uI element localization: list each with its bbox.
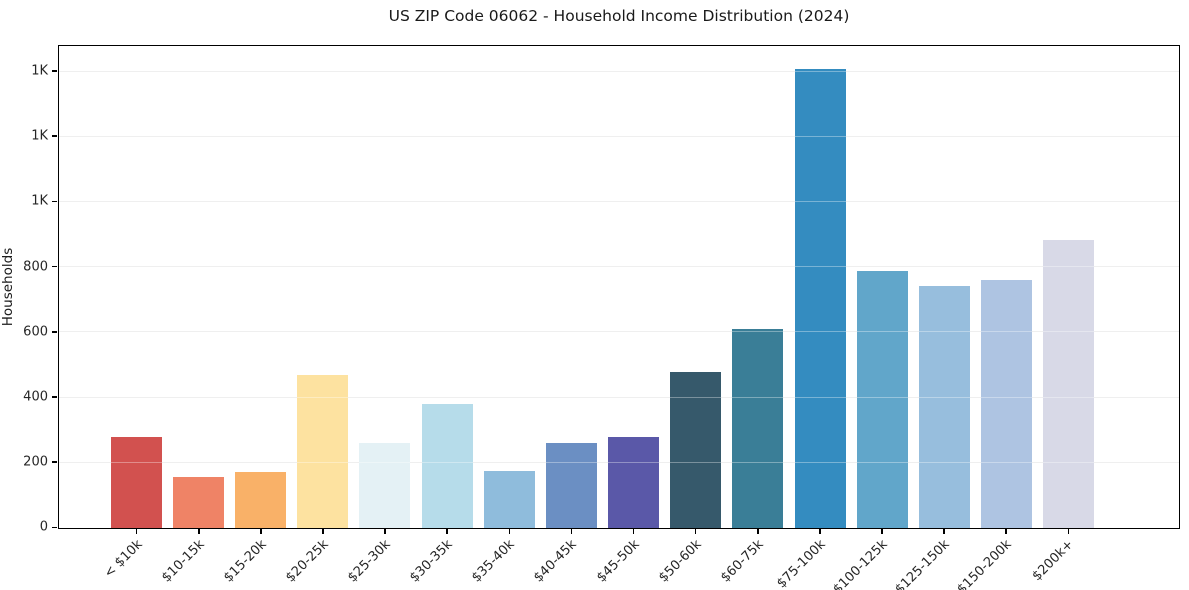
y-axis-label: Households bbox=[0, 247, 16, 327]
bar-20-25k bbox=[297, 375, 349, 528]
bar-slot-7 bbox=[478, 46, 540, 528]
bar-30-35k bbox=[421, 403, 473, 528]
grid-line-front bbox=[59, 70, 1179, 72]
bar-slot-10 bbox=[665, 46, 727, 528]
y-tick-label: 1K bbox=[31, 128, 48, 144]
bar-25-30k bbox=[359, 443, 411, 528]
y-tick-label: 400 bbox=[23, 389, 48, 405]
x-tick-label: $125-150k bbox=[892, 537, 953, 590]
x-tick-mark bbox=[632, 529, 635, 534]
grid-line bbox=[59, 70, 1179, 72]
grid-line-front bbox=[59, 266, 1179, 268]
bar-100-125k bbox=[856, 271, 908, 528]
x-tick-mark bbox=[135, 529, 138, 534]
bar-slot-12 bbox=[789, 46, 851, 528]
bar-slot-5 bbox=[354, 46, 416, 528]
x-tick-mark bbox=[570, 529, 573, 534]
y-tick-label: 1K bbox=[31, 193, 48, 209]
x-tick-mark bbox=[446, 529, 448, 534]
y-tick-mark bbox=[51, 396, 57, 398]
x-tick-mark bbox=[819, 529, 821, 534]
bar-150-200k bbox=[981, 279, 1033, 528]
grid-line-front bbox=[59, 461, 1179, 463]
x-tick-label: $40-45k bbox=[531, 537, 581, 586]
x-tick-label: < $10k bbox=[101, 537, 146, 582]
x-tick-label: $35-40k bbox=[469, 537, 518, 586]
y-tick-mark bbox=[51, 331, 57, 333]
y-tick-label: 1K bbox=[31, 63, 48, 79]
bars-layer bbox=[59, 46, 1179, 528]
bar-75-100k bbox=[794, 68, 846, 528]
bar-15-20k bbox=[234, 471, 286, 528]
x-tick-label: $200k+ bbox=[1029, 537, 1077, 585]
grid-line bbox=[59, 331, 1179, 333]
bar-125-150k bbox=[919, 286, 971, 528]
grid-line-front bbox=[59, 396, 1179, 398]
grid-line bbox=[59, 266, 1179, 268]
x-tick-label: $60-75k bbox=[717, 537, 767, 586]
bar-10k bbox=[110, 436, 162, 528]
bar-slot-14 bbox=[913, 46, 975, 528]
y-tick-mark bbox=[51, 526, 57, 529]
y-tick-mark bbox=[51, 461, 57, 463]
bar-60-75k bbox=[732, 328, 784, 528]
grid-line bbox=[59, 201, 1179, 203]
bar-slot-13 bbox=[851, 46, 913, 528]
x-tick-label: $20-25k bbox=[283, 537, 332, 586]
y-tick-label: 0 bbox=[39, 519, 48, 535]
x-tick-mark bbox=[943, 529, 945, 534]
x-tick-mark bbox=[881, 529, 883, 534]
bar-40-45k bbox=[545, 443, 597, 528]
x-tick-mark bbox=[1067, 529, 1070, 534]
y-tick-label: 600 bbox=[23, 324, 48, 340]
bar-35-40k bbox=[483, 470, 535, 528]
grid-line-front bbox=[59, 331, 1179, 333]
bar-slot-15 bbox=[976, 46, 1038, 528]
grid-layer-front bbox=[59, 46, 1179, 528]
y-tick-mark bbox=[51, 265, 57, 268]
grid-line bbox=[59, 135, 1179, 137]
y-tick-label: 800 bbox=[23, 259, 48, 275]
y-tick-mark bbox=[51, 200, 57, 203]
bar-slot-9 bbox=[603, 46, 665, 528]
x-tick-label: $50-60k bbox=[655, 537, 705, 586]
grid-line-front bbox=[59, 201, 1179, 203]
x-tick-label: $45-50k bbox=[593, 537, 643, 586]
bar-slot-4 bbox=[292, 46, 354, 528]
x-tick-mark bbox=[694, 529, 697, 534]
x-tick-label: $100-125k bbox=[830, 537, 891, 590]
bar-200k bbox=[1043, 239, 1095, 528]
bar-slot-2 bbox=[167, 46, 229, 528]
bar-slot-8 bbox=[540, 46, 602, 528]
bar-slot-3 bbox=[229, 46, 291, 528]
bar-slot-16 bbox=[1038, 46, 1100, 528]
x-tick-mark bbox=[322, 529, 324, 534]
bar-slot-11 bbox=[727, 46, 789, 528]
grid-line bbox=[59, 396, 1179, 398]
bar-45-50k bbox=[608, 437, 660, 528]
x-tick-label: $25-30k bbox=[345, 537, 394, 586]
x-tick-label: $15-20k bbox=[220, 537, 270, 586]
x-tick-mark bbox=[198, 529, 200, 534]
x-tick-label: $10-15k bbox=[158, 537, 208, 586]
x-tick-label: $75-100k bbox=[774, 537, 829, 590]
y-tick-label: 200 bbox=[23, 454, 48, 470]
x-tick-label: $30-35k bbox=[407, 537, 456, 586]
y-tick-mark bbox=[51, 70, 57, 72]
bar-slot-1 bbox=[105, 46, 167, 528]
bar-50-60k bbox=[670, 372, 722, 528]
bar-slot-6 bbox=[416, 46, 478, 528]
y-tick-mark bbox=[51, 135, 57, 137]
plot-area bbox=[58, 45, 1180, 529]
x-tick-mark bbox=[384, 529, 386, 534]
x-tick-mark bbox=[757, 529, 759, 534]
chart-title: US ZIP Code 06062 - Household Income Dis… bbox=[388, 7, 850, 25]
x-tick-mark bbox=[260, 529, 262, 534]
x-tick-mark bbox=[1005, 529, 1007, 534]
grid-line-front bbox=[59, 135, 1179, 137]
x-tick-label: $150-200k bbox=[954, 537, 1015, 590]
bar-10-15k bbox=[172, 477, 224, 528]
x-tick-mark bbox=[508, 529, 511, 534]
